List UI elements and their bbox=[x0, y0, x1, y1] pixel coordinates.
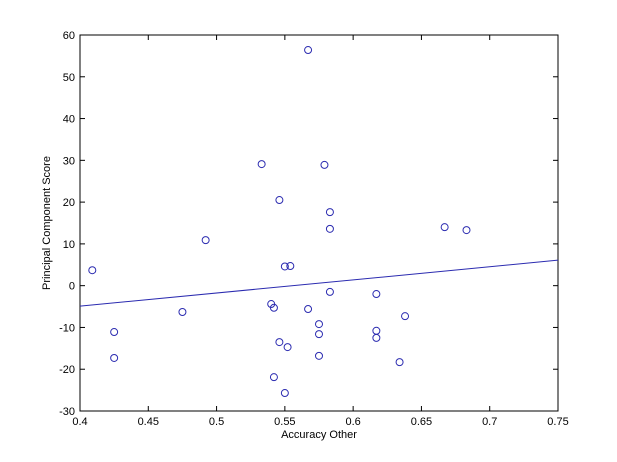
point bbox=[178, 307, 187, 316]
y-tick-label: -20 bbox=[59, 364, 75, 376]
point bbox=[280, 262, 289, 271]
point bbox=[275, 196, 284, 205]
point bbox=[283, 343, 292, 352]
fit-line bbox=[79, 259, 559, 307]
y-tick-label: -10 bbox=[59, 322, 75, 334]
x-tick-label: 0.45 bbox=[138, 416, 159, 428]
point bbox=[304, 46, 313, 55]
point bbox=[257, 160, 266, 169]
y-tick-label: -30 bbox=[59, 406, 75, 418]
point bbox=[280, 389, 289, 398]
y-tick-label: 40 bbox=[63, 114, 75, 126]
point bbox=[110, 353, 119, 362]
x-tick-label: 0.4 bbox=[72, 416, 87, 428]
y-tick-label: 10 bbox=[63, 239, 75, 251]
point bbox=[372, 290, 381, 299]
point bbox=[269, 303, 278, 312]
y-tick-label: 20 bbox=[63, 197, 75, 209]
point bbox=[395, 358, 404, 367]
x-axis-label: Accuracy Other bbox=[281, 429, 357, 441]
point bbox=[401, 312, 410, 321]
point bbox=[110, 328, 119, 337]
y-tick-label: 50 bbox=[63, 72, 75, 84]
x-tick-label: 0.7 bbox=[482, 416, 497, 428]
y-axis-label: Principal Component Score bbox=[41, 156, 53, 290]
point bbox=[462, 226, 471, 235]
point bbox=[320, 160, 329, 169]
point bbox=[315, 330, 323, 339]
point bbox=[304, 305, 313, 314]
point bbox=[325, 287, 334, 296]
x-tick-label: 0.65 bbox=[411, 416, 432, 428]
x-tick-label: 0.5 bbox=[209, 416, 224, 428]
y-tick-label: 60 bbox=[63, 30, 75, 42]
y-tick-label: 30 bbox=[63, 155, 75, 167]
point bbox=[440, 223, 449, 232]
point bbox=[286, 262, 295, 271]
x-tick-label: 0.75 bbox=[547, 416, 568, 428]
point bbox=[88, 266, 97, 275]
x-tick-label: 0.6 bbox=[345, 416, 360, 428]
plot-frame bbox=[79, 34, 559, 412]
point bbox=[315, 351, 323, 360]
point bbox=[275, 338, 284, 347]
point bbox=[269, 373, 278, 382]
x-tick-label: 0.55 bbox=[274, 416, 295, 428]
point bbox=[325, 208, 334, 217]
point bbox=[315, 320, 323, 329]
y-tick-label: 0 bbox=[69, 281, 75, 293]
point bbox=[325, 224, 334, 233]
point bbox=[201, 236, 210, 245]
point bbox=[372, 333, 381, 342]
